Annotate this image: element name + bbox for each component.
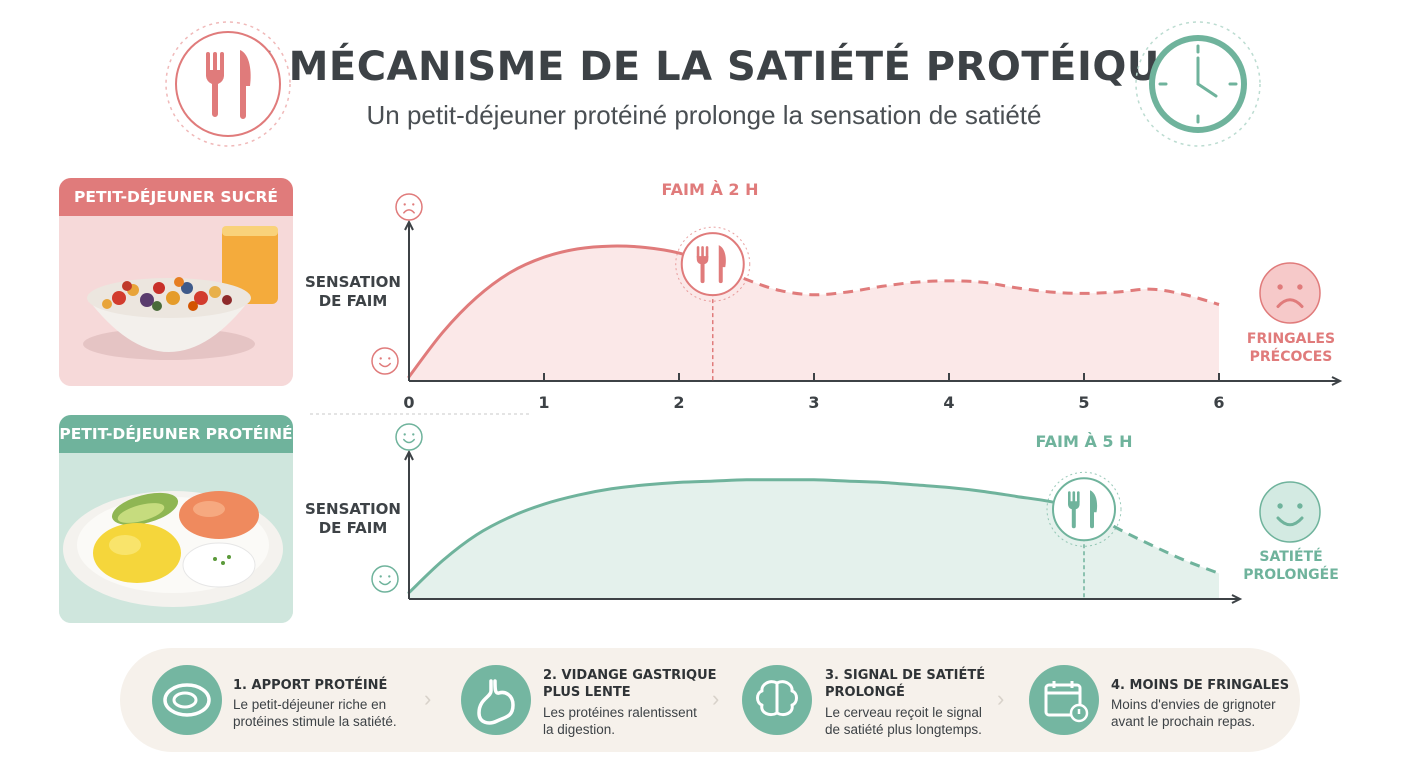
y-axis-arrow-proteine (404, 449, 414, 461)
x-axis-arrow-proteine (1231, 594, 1243, 604)
step-title-3: 3. SIGNAL DE SATIÉTÉ PROLONGÉ (825, 668, 986, 700)
page-title: LE MÉCANISME DE LA SATIÉTÉ PROTÉIQUE (220, 44, 1188, 90)
area-fill-proteine (409, 479, 1219, 599)
stomach-icon (461, 665, 531, 735)
callout-proteine: FAIM À 5 H (1035, 432, 1133, 451)
x-tick-label: 1 (538, 393, 550, 412)
happy-face-icon (395, 423, 423, 451)
series-line-dashed-sucre (712, 262, 1220, 306)
fork-knife-header-icon (165, 21, 291, 147)
eggs-salmon-plate-image (59, 453, 293, 623)
fork-knife-marker-icon (675, 226, 751, 302)
callout-sucre: FAIM À 2 H (661, 180, 759, 199)
x-tick-label: 4 (943, 393, 955, 412)
proteine-card: PETIT-DÉJEUNER PROTÉINÉ (59, 415, 293, 623)
step-title-4: 4. MOINS DE FRINGALES (1111, 678, 1290, 693)
sucre-card-label: PETIT-DÉJEUNER SUCRÉ (59, 178, 293, 216)
step-desc-1: Le petit-déjeuner riche en protéines sti… (233, 697, 397, 729)
step-desc-2: Les protéines ralentissent la digestion. (543, 705, 697, 737)
chevron-right-icon: › (424, 686, 432, 711)
step-title-2: 2. VIDANGE GASTRIQUE PLUS LENTE (543, 668, 717, 700)
fork-knife-marker-icon (1046, 471, 1122, 547)
mechanism-steps-bar (120, 648, 1300, 752)
egg-icon (152, 665, 222, 735)
x-tick-label: 5 (1078, 393, 1090, 412)
happy-face-large-icon (1259, 481, 1321, 543)
chevron-right-icon: › (712, 686, 720, 711)
chevron-right-icon: › (997, 686, 1005, 711)
x-tick-label: 0 (403, 393, 415, 412)
step-desc-3: Le cerveau reçoit le signal de satiété p… (825, 705, 982, 737)
calendar-icon (1029, 665, 1099, 735)
satiety-charts (310, 193, 1343, 604)
end-label-proteine: SATIÉTÉ PROLONGÉE (1243, 549, 1339, 583)
happy-face-icon (371, 565, 399, 593)
step-desc-4: Moins d'envies de grignoter avant le pro… (1111, 697, 1276, 729)
x-tick-label: 6 (1213, 393, 1225, 412)
sad-face-large-icon (1259, 262, 1321, 324)
brain-icon (742, 665, 812, 735)
series-line-proteine (407, 478, 1086, 595)
clock-icon (1135, 21, 1261, 147)
x-tick-label: 2 (673, 393, 685, 412)
sucre-card: PETIT-DÉJEUNER SUCRÉ (59, 178, 293, 386)
end-label-sucre: FRINGALES PRÉCOCES (1246, 331, 1336, 365)
sad-face-icon (395, 193, 423, 221)
x-axis-arrow-sucre (1331, 376, 1343, 386)
cereal-bowl-image (59, 216, 293, 386)
happy-face-icon (371, 347, 399, 375)
proteine-card-label: PETIT-DÉJEUNER PROTÉINÉ (59, 415, 293, 453)
y-axis-label-sucre: SENSATION DE FAIM (305, 273, 401, 310)
area-fill-sucre (409, 246, 1219, 381)
step-title-1: 1. APPORT PROTÉINÉ (233, 678, 388, 693)
x-tick-label: 3 (808, 393, 820, 412)
page-subtitle: Un petit-déjeuner protéiné prolonge la s… (366, 100, 1042, 130)
series-line-sucre (407, 244, 715, 379)
y-axis-label-proteine: SENSATION DE FAIM (305, 500, 401, 537)
y-axis-arrow-sucre (404, 219, 414, 231)
